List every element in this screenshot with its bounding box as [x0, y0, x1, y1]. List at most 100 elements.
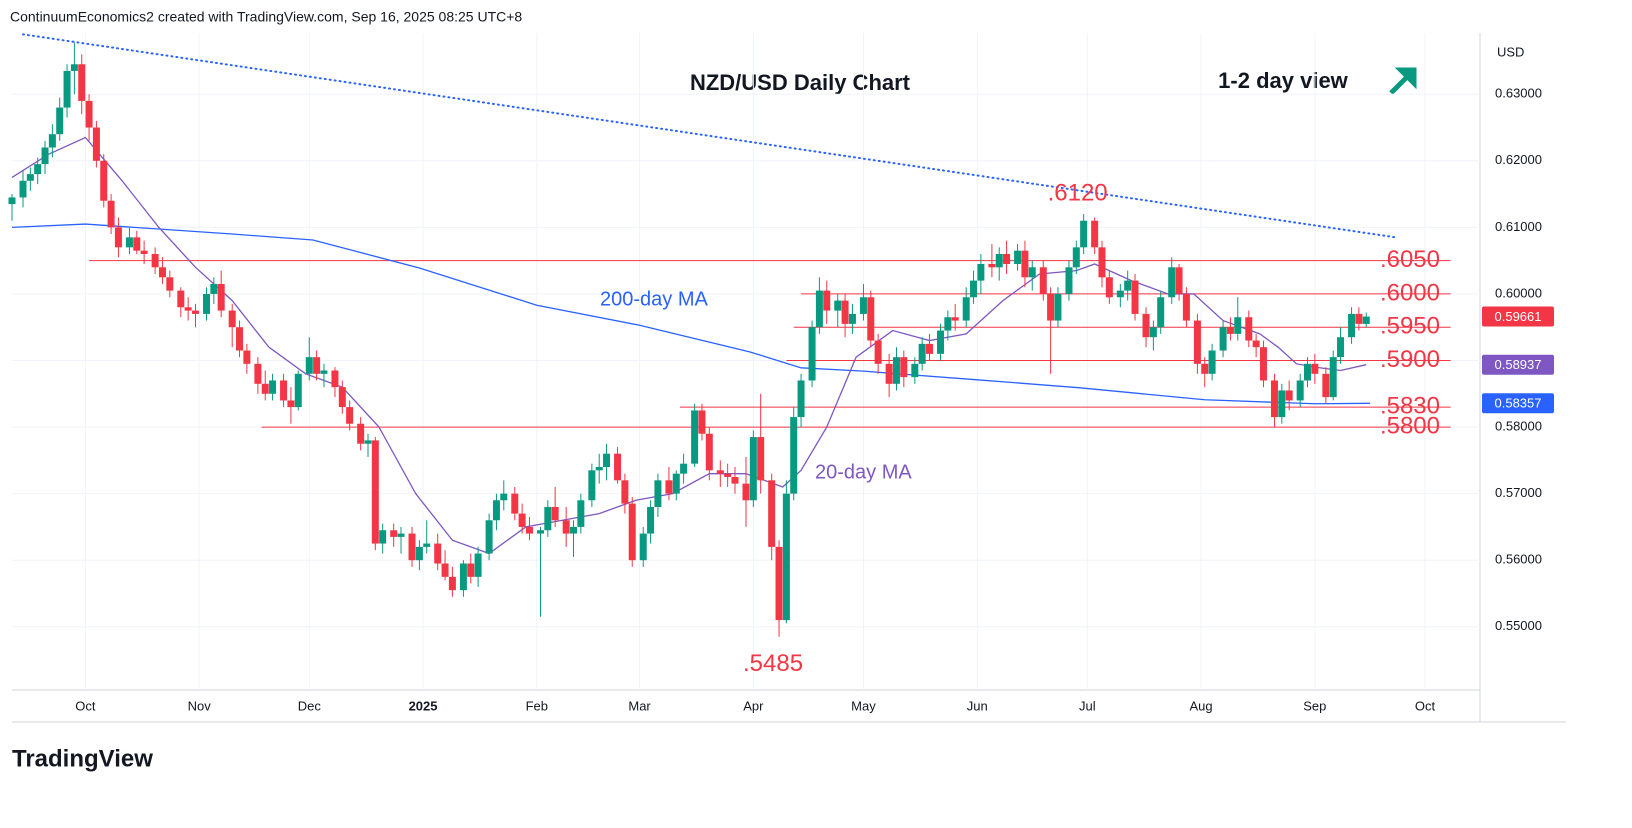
candle-body — [595, 467, 603, 471]
price-badge-label: 0.58357 — [1495, 396, 1542, 411]
candle-body — [1278, 390, 1286, 418]
x-tick-label: Aug — [1190, 698, 1213, 713]
candle-body — [885, 363, 893, 384]
candle-body — [797, 380, 805, 418]
candle-body — [1072, 247, 1080, 268]
candle-body — [492, 500, 500, 521]
candle-body — [988, 263, 996, 268]
candle-body — [26, 174, 34, 181]
ma-label: 20-day MA — [815, 461, 912, 483]
candle-body — [1175, 267, 1183, 294]
candle-body — [1142, 313, 1150, 338]
candle-body — [166, 277, 174, 291]
candle-body — [867, 297, 875, 341]
candle-body — [1252, 340, 1260, 348]
trendline — [22, 33, 1397, 239]
y-tick-label: 0.57000 — [1495, 485, 1542, 500]
ma-label: 200-day MA — [600, 288, 708, 310]
x-tick-label: Apr — [743, 698, 764, 713]
x-tick-label: Jul — [1079, 698, 1096, 713]
candle-body — [562, 520, 570, 534]
candle-body — [1259, 347, 1267, 381]
candle-body — [1311, 363, 1319, 374]
candle-body — [371, 440, 379, 544]
price-badge-label: 0.58937 — [1495, 357, 1542, 372]
candle-body — [390, 530, 398, 537]
candle-body — [874, 340, 882, 364]
candle-body — [1149, 327, 1157, 338]
candle-body — [1348, 313, 1356, 338]
level-label: .5830 — [1380, 392, 1440, 419]
candle-body — [551, 506, 559, 521]
candle-body — [8, 197, 16, 205]
candle-body — [977, 263, 985, 281]
candle-body — [448, 576, 456, 591]
candle-body — [1362, 316, 1370, 324]
candle-body — [1234, 317, 1242, 334]
x-tick-label: Oct — [1415, 698, 1436, 713]
candle-body — [724, 473, 732, 477]
candle-body — [56, 107, 64, 135]
candle-body — [672, 473, 680, 494]
candle-body — [41, 147, 49, 165]
y-tick-label: 0.56000 — [1495, 552, 1542, 567]
view-arrow — [1389, 67, 1417, 95]
candle-body — [621, 480, 629, 504]
x-tick-label: Mar — [628, 698, 651, 713]
candle-body — [691, 410, 699, 464]
candle-body — [19, 180, 27, 198]
level-label: .5800 — [1380, 412, 1440, 439]
candle-body — [210, 283, 218, 294]
level-label: .5900 — [1380, 346, 1440, 373]
candle-body — [790, 417, 798, 494]
candle-body — [313, 357, 321, 374]
candle-body — [639, 533, 647, 561]
candle-body — [614, 453, 622, 481]
candle-body — [705, 433, 713, 471]
view-label: 1-2 day view — [1218, 68, 1349, 93]
candle-body — [92, 127, 100, 161]
candle-body — [1270, 380, 1278, 418]
candle-body — [338, 387, 346, 408]
candle-body — [1098, 247, 1106, 278]
candle-body — [834, 300, 842, 311]
candle-body — [467, 563, 475, 577]
candle-body — [1168, 267, 1176, 298]
candle-body — [485, 520, 493, 554]
x-tick-label: May — [851, 698, 876, 713]
y-tick-label: 0.55000 — [1495, 618, 1542, 633]
candle-body — [937, 330, 945, 354]
candle-body — [680, 463, 688, 474]
candle-body — [100, 160, 108, 201]
candle-body — [911, 363, 919, 378]
candle-body — [511, 493, 519, 514]
candle-body — [518, 513, 526, 527]
y-tick-label: 0.62000 — [1495, 152, 1542, 167]
candle-body — [1226, 327, 1234, 334]
candle-body — [900, 357, 908, 378]
candle-body — [808, 327, 816, 381]
candle-body — [459, 563, 467, 591]
candle-body — [151, 253, 159, 268]
candle-body — [848, 313, 856, 324]
annotation: .5485 — [743, 650, 803, 677]
moving-average — [11, 136, 1367, 555]
candle-body — [441, 563, 449, 577]
candle-body — [1105, 277, 1113, 298]
candle-body — [254, 363, 262, 384]
candle-body — [1304, 363, 1312, 381]
candle-body — [1157, 297, 1165, 328]
level-label: .6000 — [1380, 279, 1440, 306]
candle-body — [177, 290, 185, 308]
candle-body — [107, 200, 115, 228]
candle-body — [757, 437, 765, 481]
candle-body — [544, 506, 552, 531]
price-badge — [1482, 354, 1554, 375]
candle-body — [236, 327, 244, 351]
candle-body — [823, 290, 831, 311]
candle-body — [397, 533, 405, 537]
candle-body — [70, 64, 78, 71]
candle-body — [731, 476, 739, 484]
candle-body — [716, 470, 724, 474]
